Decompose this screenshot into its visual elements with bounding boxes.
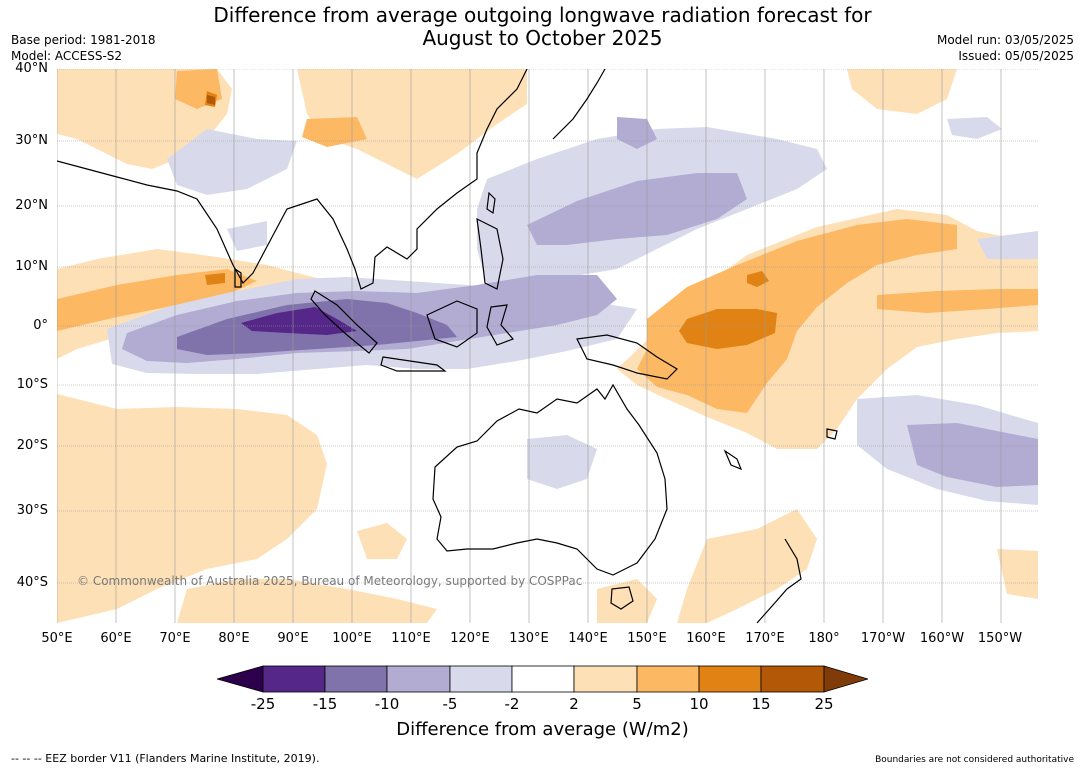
colorbar-tick-neg5: -5 xyxy=(442,695,458,713)
coastlines xyxy=(57,69,838,623)
anomaly-field-15-25 xyxy=(207,95,215,105)
lon-label-110e: 110°E xyxy=(391,631,431,646)
lon-label-60e: 60°E xyxy=(100,631,132,646)
colorbar-extend-low xyxy=(217,665,264,693)
sri-lanka-coast xyxy=(234,267,242,288)
colorbar-tick-neg10: -10 xyxy=(374,695,400,713)
sumatra-coast xyxy=(310,290,378,354)
eez-border-note: -- -- -- EEZ border V11 (Flanders Marine… xyxy=(11,752,320,765)
lat-label-20n: 20°N xyxy=(15,198,48,213)
lon-label-80e: 80°E xyxy=(218,631,250,646)
lon-label-170e: 170°E xyxy=(745,631,785,646)
model-name: Model: ACCESS-S2 xyxy=(11,49,123,63)
taiwan-coast xyxy=(486,191,496,215)
lon-label-140e: 140°E xyxy=(568,631,608,646)
colorbar-extend-high xyxy=(823,665,868,693)
colorbar-tick-2: 2 xyxy=(569,695,579,713)
map-panel xyxy=(57,69,1038,623)
colorbar-tick-neg2: -2 xyxy=(504,695,520,713)
lon-label-150w: 150°W xyxy=(977,631,1023,646)
lat-label-40s: 40°S xyxy=(16,575,48,590)
lat-label-30n: 30°N xyxy=(15,133,48,148)
colorbar-tick-neg15: -15 xyxy=(312,695,338,713)
colorbar xyxy=(217,665,868,693)
new-guinea-coast xyxy=(576,334,678,380)
colorbar-bin-neg5-neg2 xyxy=(449,665,513,693)
colorbar-label: Difference from average (W/m2) xyxy=(396,719,689,740)
lon-label-90e: 90°E xyxy=(277,631,309,646)
colorbar-tick-5: 5 xyxy=(632,695,642,713)
lon-label-160w: 160°W xyxy=(919,631,965,646)
map-canvas xyxy=(57,69,1038,623)
borneo-coast xyxy=(426,300,478,348)
colorbar-bin-neg10-neg5 xyxy=(386,665,451,693)
colorbar-tick-15: 15 xyxy=(751,695,771,713)
boundaries-disclaimer: Boundaries are not considered authoritat… xyxy=(875,755,1074,765)
title-line-1: Difference from average outgoing longwav… xyxy=(213,3,872,27)
anomaly-field-5-10 xyxy=(57,69,1038,413)
australia-coast xyxy=(432,383,668,576)
tasmania-coast xyxy=(610,586,634,610)
lon-label-50e: 50°E xyxy=(41,631,73,646)
copyright-notice: © Commonwealth of Australia 2025, Bureau… xyxy=(77,574,583,588)
lat-label-40n: 40°N xyxy=(15,61,48,76)
colorbar-bin-15-25 xyxy=(760,665,825,693)
gridlines xyxy=(57,69,1038,623)
philippines-coast xyxy=(476,217,504,290)
lon-label-150e: 150°E xyxy=(627,631,667,646)
new-caledonia-coast xyxy=(723,449,743,471)
lat-label-10n: 10°N xyxy=(15,259,48,274)
colorbar-bin-10-15 xyxy=(698,665,762,693)
colorbar-bin-neg2-2 xyxy=(511,665,575,693)
asia-coast xyxy=(57,69,528,290)
lon-label-120e: 120°E xyxy=(450,631,490,646)
lon-label-180: 180° xyxy=(808,631,840,646)
lat-label-10s: 10°S xyxy=(16,377,48,392)
colorbar-tick-25: 25 xyxy=(814,695,834,713)
model-run: Model run: 03/05/2025 xyxy=(936,33,1074,47)
lat-label-30s: 30°S xyxy=(16,503,48,518)
meta-left: Base period: 1981-2018 Model: ACCESS-S2 xyxy=(11,32,156,64)
meta-right: Model run: 03/05/2025 Issued: 05/05/2025 xyxy=(937,32,1074,64)
lon-label-70e: 70°E xyxy=(159,631,191,646)
sulawesi-coast xyxy=(486,304,515,346)
lon-label-100e: 100°E xyxy=(332,631,372,646)
lon-label-160e: 160°E xyxy=(686,631,726,646)
lon-label-170w: 170°W xyxy=(860,631,906,646)
anomaly-field-neg25-neg15 xyxy=(241,307,357,335)
colorbar-bin-neg15-neg10 xyxy=(324,665,388,693)
colorbar-bin-2-5 xyxy=(573,665,638,693)
lat-label-0: 0° xyxy=(33,318,48,333)
colorbar-tick-neg25: -25 xyxy=(250,695,276,713)
java-coast xyxy=(380,356,447,372)
chart-title: Difference from average outgoing longwav… xyxy=(0,4,1085,50)
issued-date: Issued: 05/05/2025 xyxy=(958,49,1074,63)
colorbar-bin-5-10 xyxy=(636,665,700,693)
title-line-2: August to October 2025 xyxy=(422,26,663,50)
colorbar-bin-neg25-neg15 xyxy=(262,665,326,693)
lon-label-130e: 130°E xyxy=(509,631,549,646)
fiji-coast xyxy=(826,428,838,440)
colorbar-tick-10: 10 xyxy=(689,695,709,713)
new-zealand-coast xyxy=(756,538,802,623)
japan-coast xyxy=(552,69,606,140)
base-period: Base period: 1981-2018 xyxy=(11,33,156,47)
anomaly-field-10-15 xyxy=(205,91,777,349)
lat-label-20s: 20°S xyxy=(16,438,48,453)
